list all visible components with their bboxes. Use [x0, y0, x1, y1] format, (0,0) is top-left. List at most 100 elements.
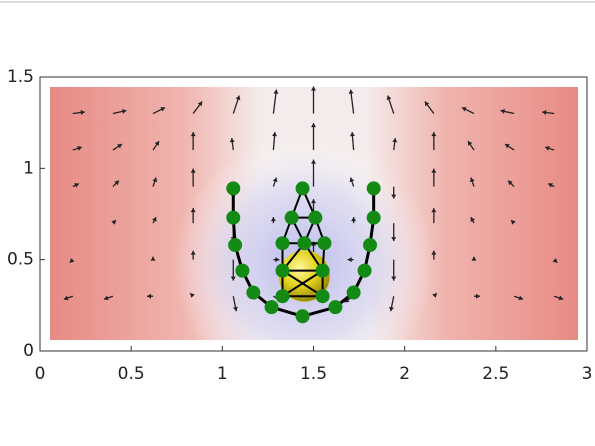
lattice-particle: [275, 289, 290, 304]
arrow-part: [431, 132, 437, 137]
arrow-part: [152, 177, 158, 183]
field-arrow: [152, 177, 158, 187]
field-arrow: [348, 89, 355, 114]
field-arrow: [63, 295, 74, 301]
arrow-part: [500, 108, 506, 114]
field-arrow: [270, 217, 276, 224]
field-arrow: [190, 208, 196, 224]
field-arrow: [72, 110, 85, 116]
arrow-part: [545, 145, 550, 151]
field-arrow: [69, 258, 75, 264]
arrow-part: [511, 220, 516, 225]
arrow-part: [235, 95, 241, 101]
arrow-part: [471, 256, 477, 261]
arrow-part: [558, 295, 564, 301]
arm-particle: [235, 263, 250, 278]
field-arrow: [112, 143, 123, 151]
arm-particle: [346, 285, 361, 300]
field-arrow: [544, 145, 555, 151]
field-arrow: [461, 106, 475, 115]
arrow-part: [518, 295, 524, 301]
arrow-part: [273, 89, 279, 94]
arrow-part: [348, 89, 354, 94]
arrow-part: [147, 293, 152, 299]
field-arrow: [542, 110, 555, 116]
field-arrow: [504, 143, 515, 151]
arrow-part: [74, 183, 79, 188]
arrow-part: [154, 141, 160, 146]
arrow-part: [272, 177, 278, 183]
arm-particle: [228, 238, 243, 253]
arm-particle: [295, 309, 310, 324]
arm-particle: [366, 210, 381, 225]
field-arrow: [272, 89, 279, 114]
arrow-part: [431, 168, 437, 173]
arrow-part: [63, 295, 69, 301]
field-arrow: [189, 292, 195, 298]
field-arrow: [229, 137, 235, 151]
arrow-part: [347, 257, 352, 263]
arm-particle: [363, 238, 378, 253]
field-arrow: [190, 250, 196, 260]
arrow-part: [111, 220, 116, 225]
arrow-part: [150, 256, 156, 261]
field-arrow: [510, 219, 516, 225]
field-arrow: [471, 256, 477, 261]
arrow-part: [508, 180, 513, 186]
field-arrow: [392, 137, 398, 151]
arm-particle: [226, 210, 241, 225]
arrow-part: [80, 110, 85, 116]
arrow-part: [389, 306, 394, 312]
lattice-particle: [297, 236, 312, 251]
arrow-part: [349, 132, 355, 137]
field-arrow: [552, 258, 558, 264]
arrow-part: [431, 250, 437, 255]
field-arrow: [473, 293, 480, 299]
arrow-part: [542, 110, 547, 116]
lattice-particle: [315, 263, 330, 278]
arrow-part: [349, 177, 355, 183]
arrow-part: [160, 107, 166, 112]
arrow-part: [272, 89, 278, 114]
arrow-part: [121, 108, 127, 114]
arrow-part: [391, 276, 397, 281]
x-tick-label: 2: [399, 364, 410, 384]
field-arrow: [386, 95, 395, 114]
arm-particle: [328, 300, 343, 315]
arrow-part: [69, 258, 75, 263]
y-tick-label: 0.5: [7, 250, 34, 270]
arrow-part: [190, 208, 196, 213]
arrow-part: [311, 86, 316, 91]
field-arrow: [311, 86, 316, 114]
arrow-part: [432, 293, 437, 298]
arrow-part: [469, 177, 475, 183]
field-arrow: [152, 106, 166, 115]
lattice-particle: [295, 181, 310, 196]
field-arrow: [469, 177, 475, 187]
arm-particle: [246, 285, 261, 300]
field-arrow: [432, 292, 438, 298]
field-arrow: [389, 296, 395, 312]
arrow-part: [152, 217, 157, 222]
field-arrow: [232, 95, 241, 114]
field-arrow: [349, 177, 355, 187]
arrow-part: [114, 180, 119, 186]
field-arrow: [391, 186, 397, 199]
arrow-part: [431, 208, 437, 213]
x-tick-label: 1: [217, 364, 228, 384]
field-arrow: [150, 256, 156, 261]
arrow-part: [386, 95, 392, 101]
arrow-part: [311, 159, 316, 164]
x-tick-label: 2.5: [482, 364, 509, 384]
field-arrow: [147, 293, 154, 299]
field-arrow: [103, 295, 114, 301]
field-arrow: [431, 168, 437, 187]
arrow-part: [230, 276, 236, 281]
field-arrow: [232, 296, 238, 312]
field-arrow: [391, 259, 397, 281]
lattice-particle: [284, 210, 299, 225]
arrow-part: [190, 168, 196, 173]
field-arrow: [311, 159, 316, 187]
arm-particle: [264, 300, 279, 315]
